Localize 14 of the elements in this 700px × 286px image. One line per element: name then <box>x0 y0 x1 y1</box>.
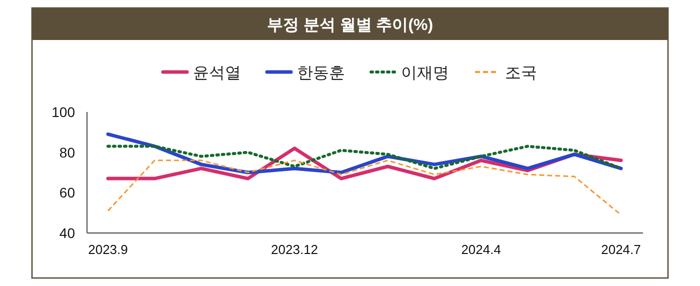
chart-title: 부정 분석 월별 추이(%) <box>266 17 434 34</box>
y-tick-label: 40 <box>59 225 76 241</box>
x-tick-label: 2024.7 <box>601 242 641 257</box>
y-tick-label: 80 <box>59 144 76 160</box>
y-tick-label: 100 <box>52 104 76 120</box>
y-tick-label: 60 <box>59 184 76 201</box>
legend-label: 한동훈 <box>297 65 345 82</box>
legend-label: 이재명 <box>401 65 449 82</box>
legend-label: 윤석열 <box>193 65 241 82</box>
x-tick-label: 2023.9 <box>88 242 128 257</box>
line-series <box>107 160 622 216</box>
legend-label: 조국 <box>505 65 537 82</box>
x-tick-label: 2024.4 <box>461 242 501 257</box>
x-tick-label: 2023.12 <box>271 242 318 257</box>
